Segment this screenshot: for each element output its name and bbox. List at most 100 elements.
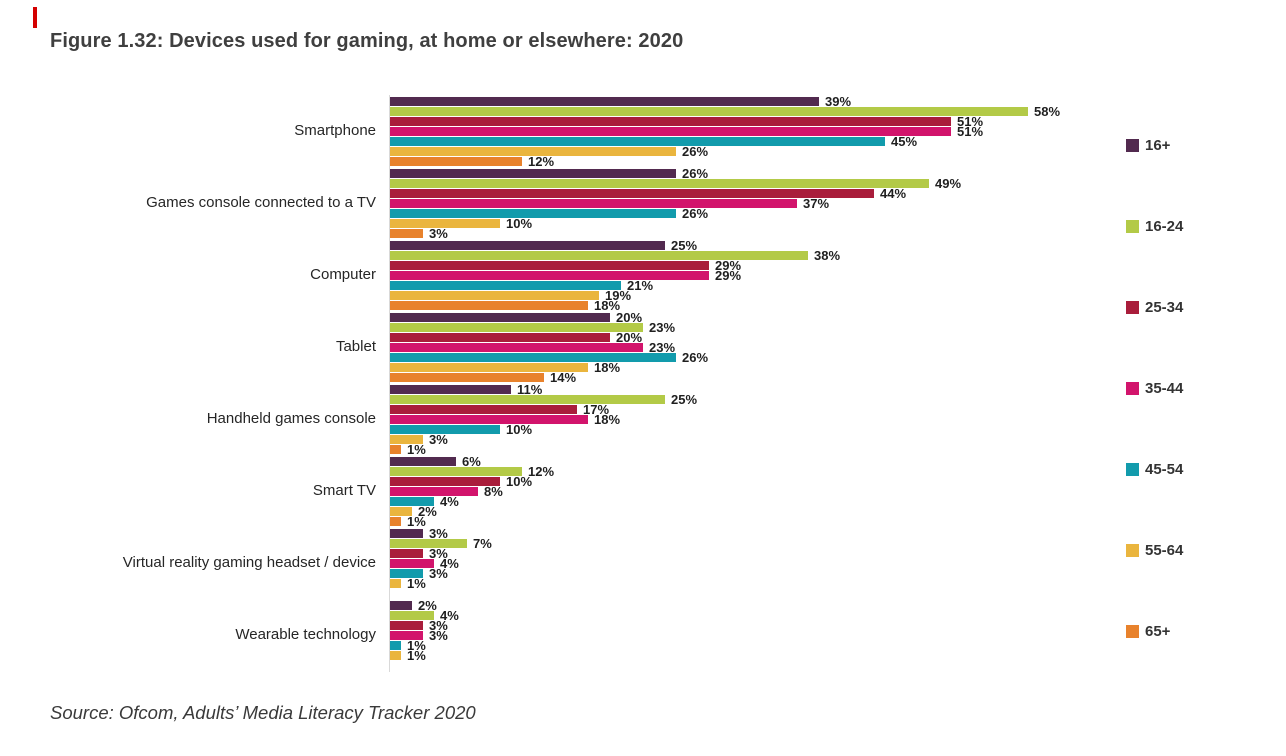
category-label: Games console connected to a TV — [146, 194, 376, 211]
bar-65+-5 — [390, 517, 401, 526]
bar-16+-3 — [390, 313, 610, 322]
value-label: 39% — [825, 94, 852, 109]
legend-label: 16-24 — [1145, 218, 1184, 235]
value-label: 51% — [957, 114, 984, 129]
value-label: 26% — [682, 350, 709, 365]
bar-55-64-6 — [390, 579, 401, 588]
value-label: 25% — [671, 392, 698, 407]
value-label: 20% — [616, 330, 643, 345]
bar-16-24-3 — [390, 323, 643, 332]
value-label: 17% — [583, 402, 610, 417]
value-label: 18% — [594, 298, 621, 313]
value-label: 7% — [473, 536, 492, 551]
bar-35-44-7 — [390, 631, 423, 640]
value-label: 45% — [891, 134, 918, 149]
legend-swatch-55-64 — [1126, 544, 1139, 557]
bar-25-34-3 — [390, 333, 610, 342]
value-label: 14% — [550, 370, 577, 385]
bar-16+-2 — [390, 241, 665, 250]
category-label: Computer — [310, 266, 376, 283]
bar-55-64-7 — [390, 651, 401, 660]
bar-35-44-0 — [390, 127, 951, 136]
source-note: Source: Ofcom, Adults’ Media Literacy Tr… — [50, 702, 476, 723]
value-label: 26% — [682, 206, 709, 221]
value-label: 3% — [429, 618, 448, 633]
value-label: 21% — [627, 278, 654, 293]
bar-35-44-3 — [390, 343, 643, 352]
value-label: 38% — [814, 248, 841, 263]
bar-65+-3 — [390, 373, 544, 382]
bar-25-34-1 — [390, 189, 874, 198]
value-label: 44% — [880, 186, 907, 201]
value-label: 8% — [484, 484, 503, 499]
category-label: Handheld games console — [206, 410, 376, 427]
value-label: 3% — [429, 526, 448, 541]
legend-swatch-16+ — [1126, 139, 1139, 152]
value-label: 1% — [407, 648, 426, 663]
value-label: 18% — [594, 360, 621, 375]
bar-55-64-5 — [390, 507, 412, 516]
bar-35-44-1 — [390, 199, 797, 208]
value-label: 10% — [506, 216, 533, 231]
value-label: 2% — [418, 598, 437, 613]
bar-25-34-5 — [390, 477, 500, 486]
bar-16+-7 — [390, 601, 412, 610]
bar-16-24-2 — [390, 251, 808, 260]
value-label: 11% — [517, 382, 543, 397]
legend-label: 35-44 — [1145, 380, 1184, 397]
value-label: 3% — [429, 566, 448, 581]
value-label: 3% — [429, 226, 448, 241]
bar-25-34-2 — [390, 261, 709, 270]
value-label: 26% — [682, 166, 709, 181]
value-label: 2% — [418, 504, 437, 519]
figure-title: Figure 1.32: Devices used for gaming, at… — [50, 30, 684, 52]
legend-label: 45-54 — [1145, 461, 1184, 478]
bar-65+-1 — [390, 229, 423, 238]
bar-16-24-5 — [390, 467, 522, 476]
value-label: 4% — [440, 494, 459, 509]
bar-55-64-4 — [390, 435, 423, 444]
bar-25-34-7 — [390, 621, 423, 630]
bar-55-64-3 — [390, 363, 588, 372]
value-label: 3% — [429, 628, 448, 643]
bar-45-54-1 — [390, 209, 676, 218]
legend-swatch-45-54 — [1126, 463, 1139, 476]
category-label: Tablet — [335, 338, 376, 355]
bar-35-44-4 — [390, 415, 588, 424]
bar-45-54-5 — [390, 497, 434, 506]
value-label: 23% — [649, 340, 676, 355]
bar-16-24-0 — [390, 107, 1028, 116]
bar-16-24-4 — [390, 395, 665, 404]
legend-swatch-65+ — [1126, 625, 1139, 638]
value-label: 4% — [440, 608, 459, 623]
value-label: 12% — [528, 464, 555, 479]
bar-35-44-5 — [390, 487, 478, 496]
y-axis-line — [389, 95, 390, 672]
bar-16+-1 — [390, 169, 676, 178]
value-label: 1% — [407, 638, 426, 653]
legend-swatch-16-24 — [1126, 220, 1139, 233]
bar-55-64-0 — [390, 147, 676, 156]
bar-55-64-1 — [390, 219, 500, 228]
category-label: Virtual reality gaming headset / device — [122, 554, 376, 571]
legend-swatch-35-44 — [1126, 382, 1139, 395]
bar-16+-4 — [390, 385, 511, 394]
bar-16+-5 — [390, 457, 456, 466]
value-label: 4% — [440, 556, 459, 571]
bar-65+-4 — [390, 445, 401, 454]
category-label: Wearable technology — [235, 626, 376, 643]
value-label: 3% — [429, 432, 448, 447]
bar-65+-2 — [390, 301, 588, 310]
legend-label: 65+ — [1145, 623, 1171, 640]
revision-marker — [33, 7, 37, 28]
value-label: 37% — [803, 196, 830, 211]
bar-45-54-2 — [390, 281, 621, 290]
bar-25-34-6 — [390, 549, 423, 558]
bar-65+-0 — [390, 157, 522, 166]
bar-45-54-0 — [390, 137, 885, 146]
bar-25-34-4 — [390, 405, 577, 414]
value-label: 58% — [1034, 104, 1061, 119]
bar-16+-6 — [390, 529, 423, 538]
